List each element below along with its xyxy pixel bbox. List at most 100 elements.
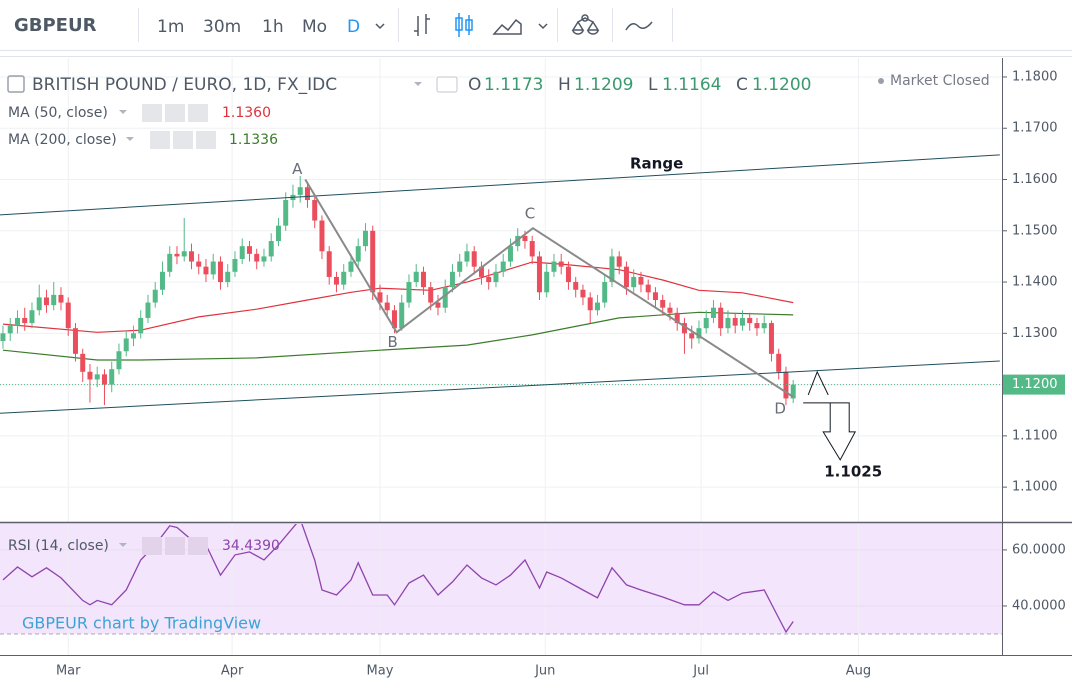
candle-body	[254, 253, 260, 262]
legend-key: H	[558, 75, 571, 95]
candle-body	[623, 266, 629, 288]
candle-body	[710, 307, 716, 318]
dropdown-caret[interactable]	[119, 543, 127, 547]
candle-body	[101, 374, 107, 385]
candle-body	[790, 384, 796, 399]
candle-body	[391, 310, 397, 329]
candle-body	[217, 261, 223, 283]
candle-body	[348, 261, 354, 272]
candle-body	[435, 302, 441, 308]
candle-body	[413, 271, 419, 283]
candle-body	[587, 297, 593, 311]
y-tick-label: 1.1500	[1012, 223, 1058, 238]
candle-body	[246, 246, 252, 254]
candle-body	[355, 246, 361, 262]
candle-body	[696, 328, 702, 339]
candle-body	[210, 261, 216, 275]
candle-body	[500, 261, 506, 272]
candle-body	[718, 307, 724, 329]
indicator-value: 1.1360	[222, 105, 271, 121]
candle-body	[399, 302, 405, 329]
x-tick-label: Mar	[56, 664, 81, 679]
candle-style-icon[interactable]	[455, 13, 473, 37]
candle-body	[652, 292, 658, 300]
candle-body	[203, 266, 209, 275]
candle-body	[22, 317, 28, 324]
candle-body	[181, 251, 187, 257]
last-price-box	[1003, 374, 1065, 395]
interval[interactable]: 1m	[157, 17, 184, 37]
candle-body	[65, 302, 71, 329]
candle-body	[507, 246, 513, 262]
candle-body	[522, 235, 528, 242]
candle-body	[471, 251, 477, 267]
candle-body	[319, 220, 325, 252]
area-style-icon[interactable]	[492, 18, 522, 35]
candle-body	[783, 371, 789, 399]
candle-body	[602, 282, 608, 303]
legend-value: 1.1209	[574, 75, 633, 95]
candle-body	[464, 251, 470, 262]
candle-body	[225, 271, 231, 283]
candle-body	[29, 310, 35, 324]
interval-active[interactable]: D	[347, 17, 360, 37]
candle-body	[660, 299, 666, 308]
dropdown-caret[interactable]	[119, 110, 127, 114]
dropdown-caret[interactable]	[126, 137, 134, 141]
candle-body	[116, 351, 122, 370]
x-tick-label: Aug	[846, 664, 871, 679]
dropdown-caret[interactable]	[414, 82, 422, 86]
candle-body	[304, 187, 310, 201]
candle-body	[486, 276, 492, 283]
candle-body	[43, 297, 49, 306]
candle-body	[493, 271, 499, 283]
candle-body	[739, 317, 745, 326]
candle-body	[51, 294, 57, 306]
candle-body	[776, 353, 782, 372]
indicator-buttons[interactable]	[142, 537, 208, 555]
eye-icon[interactable]	[436, 76, 458, 93]
bar-style-icon[interactable]	[414, 14, 430, 36]
symbol[interactable]: GBPEUR	[14, 15, 97, 36]
legend-value: 1.1173	[484, 75, 543, 95]
candle-body	[449, 271, 455, 288]
indicator-buttons[interactable]	[142, 104, 208, 122]
candle-body	[174, 253, 180, 257]
candle-body	[631, 276, 637, 288]
candle-body	[551, 261, 557, 272]
indicator-name: MA (50, close)	[8, 105, 108, 121]
y-tick-label: 1.1700	[1012, 121, 1058, 136]
candle-body	[80, 353, 86, 372]
indicator-name: MA (200, close)	[8, 132, 117, 148]
legend-key: C	[736, 75, 748, 95]
interval[interactable]: 30m	[203, 17, 241, 37]
candle-body	[442, 287, 448, 308]
candle-body	[297, 187, 303, 195]
dropdown-caret[interactable]	[538, 23, 548, 30]
symbol-icon	[7, 75, 25, 93]
interval[interactable]: 1h	[262, 17, 284, 37]
y-tick-label: 1.1100	[1012, 428, 1058, 443]
candle-body	[703, 317, 709, 329]
indicator-value: 34.4390	[222, 538, 280, 554]
candle-body	[7, 325, 13, 334]
compare-icon[interactable]	[571, 14, 600, 35]
legend-value: 1.1164	[662, 75, 721, 95]
pattern-label: D	[774, 399, 786, 417]
target-label: 1.1025	[824, 462, 882, 480]
candle-body	[196, 261, 202, 267]
dropdown-caret[interactable]	[375, 23, 385, 30]
legend-value: 1.1200	[752, 75, 811, 95]
candle-body	[72, 328, 78, 354]
indicator-name: RSI (14, close)	[8, 538, 109, 554]
indicator-buttons[interactable]	[150, 131, 216, 149]
x-tick-label: Apr	[221, 664, 244, 679]
y-tick-label: 1.1400	[1012, 275, 1058, 290]
pattern-label: A	[292, 160, 303, 178]
candle-body	[558, 261, 564, 267]
interval[interactable]: Mo	[302, 17, 327, 37]
indicators-icon[interactable]	[625, 21, 653, 31]
pattern-label: C	[525, 205, 535, 223]
candle-body	[580, 289, 586, 298]
